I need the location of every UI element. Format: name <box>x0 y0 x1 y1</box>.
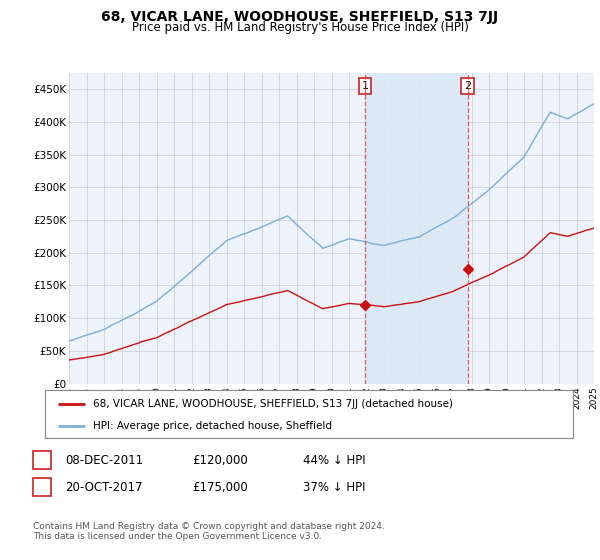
Text: 68, VICAR LANE, WOODHOUSE, SHEFFIELD, S13 7JJ: 68, VICAR LANE, WOODHOUSE, SHEFFIELD, S1… <box>101 10 499 24</box>
Text: £120,000: £120,000 <box>192 454 248 467</box>
Text: 44% ↓ HPI: 44% ↓ HPI <box>303 454 365 467</box>
Text: 2: 2 <box>38 480 46 494</box>
Bar <box>365 73 468 384</box>
Text: HPI: Average price, detached house, Sheffield: HPI: Average price, detached house, Shef… <box>92 421 332 431</box>
Text: 2: 2 <box>464 81 472 91</box>
Text: Price paid vs. HM Land Registry's House Price Index (HPI): Price paid vs. HM Land Registry's House … <box>131 21 469 34</box>
Text: 37% ↓ HPI: 37% ↓ HPI <box>303 480 365 494</box>
Text: 20-OCT-2017: 20-OCT-2017 <box>65 480 142 494</box>
Text: £175,000: £175,000 <box>192 480 248 494</box>
Text: 68, VICAR LANE, WOODHOUSE, SHEFFIELD, S13 7JJ (detached house): 68, VICAR LANE, WOODHOUSE, SHEFFIELD, S1… <box>92 399 452 409</box>
Text: 08-DEC-2011: 08-DEC-2011 <box>65 454 143 467</box>
Text: Contains HM Land Registry data © Crown copyright and database right 2024.
This d: Contains HM Land Registry data © Crown c… <box>33 522 385 542</box>
Text: 1: 1 <box>38 454 46 467</box>
Text: 1: 1 <box>362 81 368 91</box>
